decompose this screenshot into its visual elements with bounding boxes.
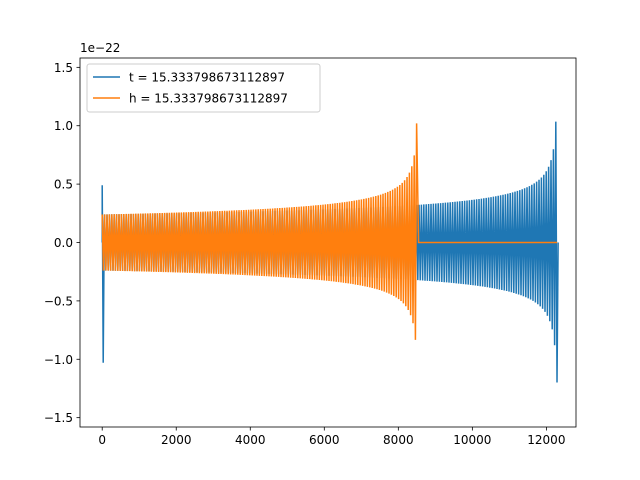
axes: 0 2000 4000 6000 8000 10000 12000 −1.5 −1.0 −0.5 0… xyxy=(44,57,577,447)
x-tick-label: 8000 xyxy=(383,433,414,447)
y-tick-label: 0.0 xyxy=(54,236,73,250)
y-tick-label: −0.5 xyxy=(44,294,73,308)
plot-area xyxy=(101,121,559,383)
series-line-1 xyxy=(101,123,558,340)
legend-box xyxy=(86,63,321,113)
x-tick-label: 10000 xyxy=(453,433,491,447)
series-initial-spike-0 xyxy=(101,185,105,363)
y-offset-label: 1e−22 xyxy=(80,41,120,55)
x-tick-label: 4000 xyxy=(235,433,266,447)
x-tick-label: 12000 xyxy=(527,433,565,447)
x-tick-label: 6000 xyxy=(309,433,340,447)
y-tick-label: 0.5 xyxy=(54,178,73,192)
x-tick-label: 0 xyxy=(98,433,106,447)
legend: t = 15.333798673112897 h = 15.33379867311… xyxy=(86,63,321,113)
legend-label-1: h = 15.333798673112897 xyxy=(129,92,288,106)
y-tick-label: −1.5 xyxy=(44,411,73,425)
y-tick-label: 1.5 xyxy=(54,61,73,75)
x-tick-label: 2000 xyxy=(161,433,192,447)
y-tick-label: 1.0 xyxy=(54,119,73,133)
legend-label-0: t = 15.333798673112897 xyxy=(129,71,285,85)
y-tick-label: −1.0 xyxy=(44,353,73,367)
